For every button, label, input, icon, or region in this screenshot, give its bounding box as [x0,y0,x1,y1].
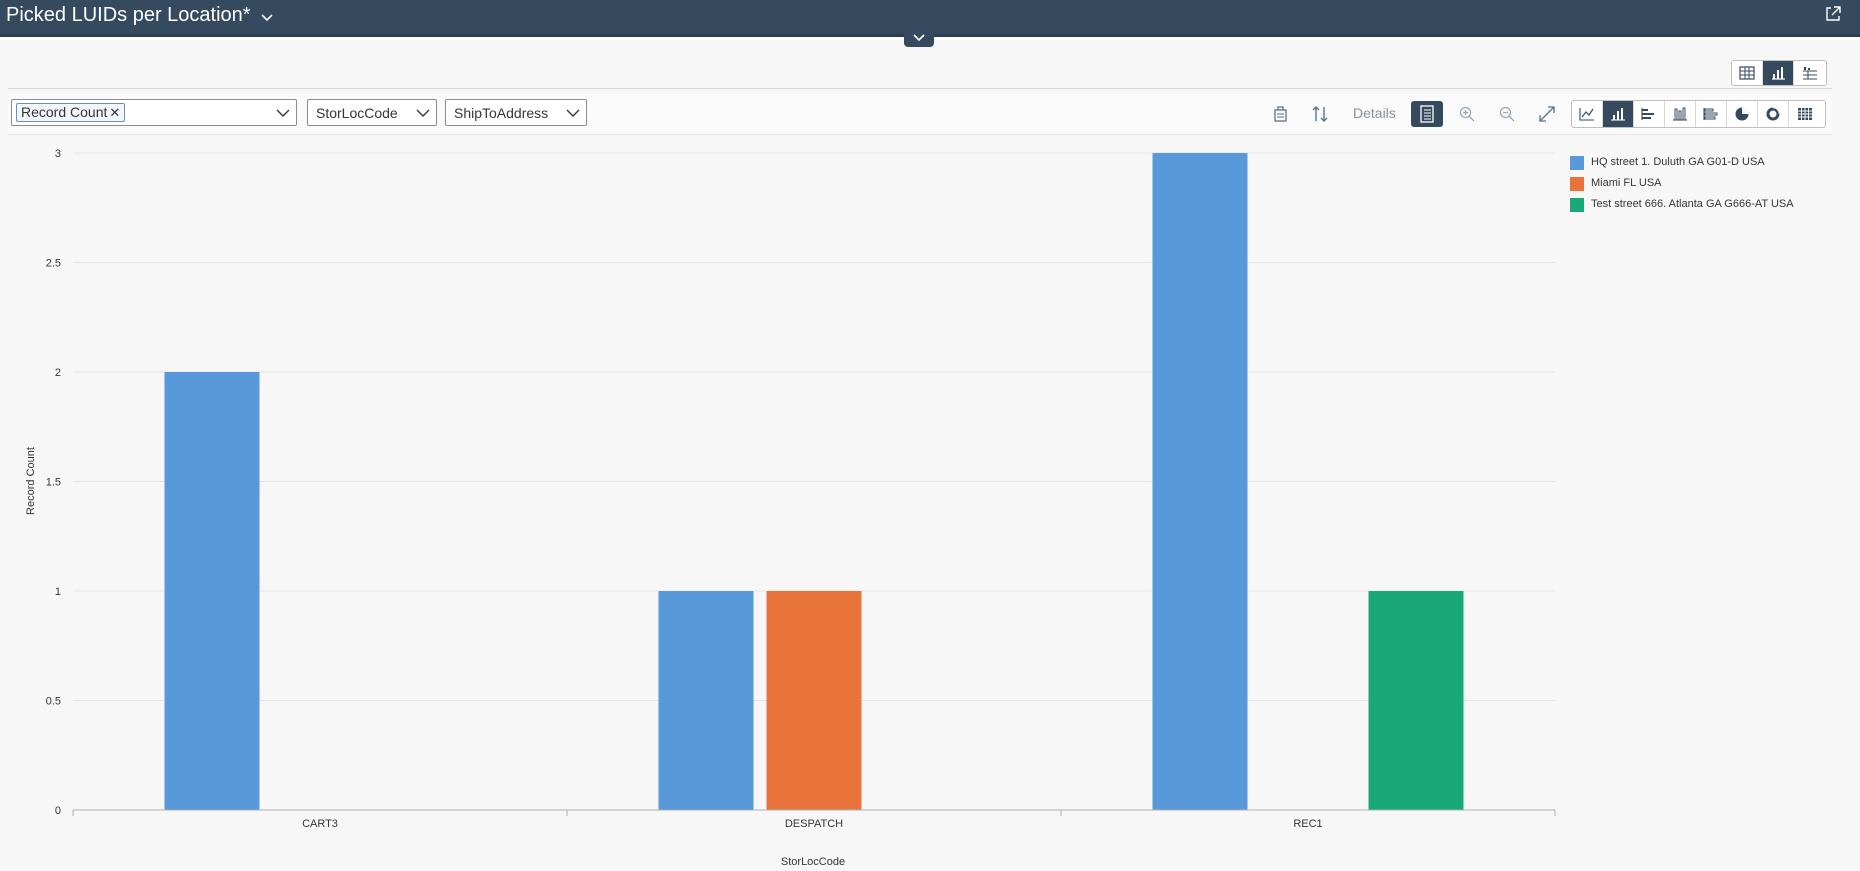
chevron-down-icon[interactable] [416,107,430,119]
column-chart-button[interactable] [1603,101,1634,127]
share-icon[interactable] [1824,5,1842,23]
pie-chart-button[interactable] [1727,101,1758,127]
chart-toolbar: Record Count ✕ StorLocCode ShipToAddress … [8,94,1832,135]
bar[interactable] [766,591,862,810]
legend-label: Miami FL USA [1591,177,1662,189]
dimension-select-storloccode[interactable]: StorLocCode [307,99,437,126]
bar[interactable] [164,372,260,810]
pie-chart-icon [1735,107,1749,121]
bar[interactable] [1368,591,1464,810]
chevron-down-icon[interactable] [566,107,580,119]
stacked-bar-icon [1703,108,1718,120]
stacked-column-icon [1673,107,1687,121]
zoom-in-button[interactable] [1454,101,1480,127]
stacked-bar-button[interactable] [1696,101,1727,127]
y-tick-label: 1 [55,586,61,598]
y-tick-label: 1.5 [46,477,61,489]
heatmap-button[interactable] [1789,101,1820,127]
dimension2-value: ShipToAddress [454,105,549,121]
chart-gridlines [73,152,1555,701]
legend-swatch [1570,198,1584,212]
donut-chart-button[interactable] [1758,101,1789,127]
zoom-out-icon [1499,106,1515,122]
legend-swatch [1570,177,1584,191]
details-button[interactable]: Details [1353,105,1396,121]
legend-label: HQ street 1. Duluth GA G01-D USA [1591,156,1765,168]
chart-axes: 0 0.5 1 1.5 2 2.5 3 CART3 DESPATCH REC1 [46,148,1556,830]
table-icon [1739,66,1755,80]
chart-table-view-button[interactable] [1794,61,1825,85]
x-tick-label: DESPATCH [785,818,843,830]
y-axis-title: Record Count [25,447,37,515]
close-icon[interactable]: ✕ [109,105,121,120]
zoom-in-icon [1459,106,1475,122]
fullscreen-icon [1539,106,1555,122]
column-chart-icon [1611,108,1625,121]
y-tick-label: 0.5 [46,696,61,708]
section-divider [8,88,1832,89]
x-axis-title: StorLocCode [781,856,845,868]
legend-icon [1420,105,1434,123]
donut-chart-icon [1766,106,1781,121]
header-collapse-button[interactable] [904,29,934,47]
bar-chart-icon [1641,108,1654,120]
column-chart: 0 0.5 1 1.5 2 2.5 3 CART3 DESPATCH REC1 Record Co… [25,148,1556,868]
measure-token-label: Record Count [21,104,108,120]
y-tick-label: 2 [55,367,61,379]
chart-type-selector [1571,100,1826,128]
chevron-down-icon[interactable] [258,8,276,26]
dimension-select-shiptoaddress[interactable]: ShipToAddress [445,99,587,126]
zoom-out-button[interactable] [1494,101,1520,127]
bar-chart-icon [1772,67,1785,80]
y-tick-label: 2.5 [46,258,61,270]
swap-axes-icon [1312,106,1328,122]
x-tick-label: REC1 [1293,818,1322,830]
bar[interactable] [1152,153,1248,810]
stacked-column-button[interactable] [1665,101,1696,127]
measure-token[interactable]: Record Count ✕ [16,103,126,122]
y-tick-label: 0 [55,805,61,817]
view-switch [1731,60,1827,86]
x-tick-label: CART3 [302,818,338,830]
legend-swatch [1570,156,1584,170]
line-chart-icon [1579,108,1594,121]
y-tick-label: 3 [55,148,61,160]
dimension1-value: StorLocCode [316,105,398,121]
bar-chart-button[interactable] [1634,101,1665,127]
chevron-down-icon [913,34,925,42]
page-background [0,40,1860,871]
copy-icon [1274,106,1287,122]
bar[interactable] [658,591,754,810]
table-view-button[interactable] [1732,61,1763,85]
legend-label: Test street 666. Atlanta GA G666-AT USA [1591,198,1794,210]
line-chart-button[interactable] [1572,101,1603,127]
page-title: Picked LUIDs per Location* [6,4,251,26]
copy-button[interactable] [1267,101,1293,127]
measures-multicombo[interactable]: Record Count ✕ [11,99,297,126]
chevron-down-icon[interactable] [276,107,290,119]
legend-toggle-button[interactable] [1411,101,1443,127]
chart-bars [164,153,1464,810]
swap-axes-button[interactable] [1307,101,1333,127]
heatmap-icon [1797,108,1812,120]
chart-table-icon [1802,67,1817,80]
fullscreen-button[interactable] [1534,101,1560,127]
chart-view-button[interactable] [1763,61,1794,85]
